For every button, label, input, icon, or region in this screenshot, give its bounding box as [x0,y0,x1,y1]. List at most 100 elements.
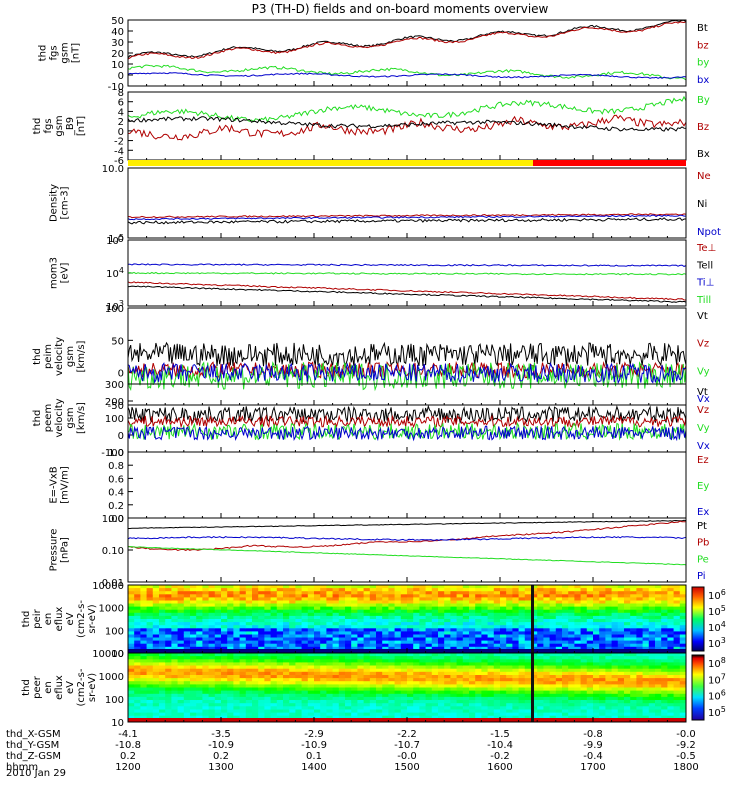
panel-8-cell [357,622,365,626]
panel-8-cell [338,628,346,632]
panel-9-cell [264,706,272,710]
panel-9-cell [196,681,203,685]
panel-9-cell [227,709,234,714]
panel-9-cell [190,675,197,679]
panel-9-cell [140,653,148,657]
panel-9-cell [679,662,687,666]
panel-8-cell [419,628,427,632]
panel-9-cell [630,662,637,666]
panel-9-cell [252,684,259,688]
panel-8-cell [518,591,526,595]
panel-8-cell [593,646,600,651]
panel-9-cell [661,656,668,660]
panel-8-cell [128,612,135,617]
panel-9-cell [568,715,575,720]
panel-9-cell [574,693,582,698]
panel-5-series-0 [127,404,687,425]
panel-8-cell [221,594,228,598]
panel-8-cell [642,631,650,635]
panel-8-cell [493,606,501,611]
panel-9-cell [419,709,427,714]
panel-9-cell [543,690,551,695]
panel-9-cell [518,662,526,666]
panel-8-cell [152,628,160,632]
panel-9-cell [376,662,383,666]
panel-8-cell [419,585,427,589]
panel-9-cell [555,709,563,714]
panel-8-cell [599,606,606,611]
panel-8-cell [456,597,464,601]
panel-8-cell [252,619,259,623]
panel-8-cell [382,622,389,626]
panel-9-cell [469,681,476,685]
panel-9-cell [264,700,272,704]
panel-9-cell [202,678,210,682]
panel-3-series-1 [127,285,687,303]
panel-9-cell [128,675,135,679]
panel-8-cell [617,619,625,623]
panel-8-cell [673,588,681,592]
panel-8-cell [537,628,544,632]
panel-9-cell [407,709,414,714]
panel-1-ytick-1: 6 [118,98,124,109]
panel-8-cell [562,634,569,639]
panel-8-cell [258,640,265,645]
panel-8-cell [239,646,247,651]
panel-8-cell [146,625,154,629]
panel-8-cell [512,615,520,620]
panel-9-cell [413,715,420,720]
panel-8-cell [425,591,433,595]
panel-8-cell [208,625,216,629]
panel-9-cell [543,715,551,720]
panel-9-cell [481,712,489,717]
panel-9-cell [214,709,222,714]
panel-9-cell [351,690,358,695]
panel-8-cell [128,646,135,651]
panel-8-cell [183,600,191,605]
panel-9-cell [388,653,396,657]
panel-9-cell [624,706,631,710]
panel-9-cell [183,693,191,698]
panel-2-series-2 [127,214,686,221]
panel-9-cell [462,675,470,679]
panel-8-cell [469,603,476,608]
panel-8-cell [369,597,377,601]
panel-8-cell [239,634,247,639]
panel-8-cell [642,622,650,626]
panel-9-cell [580,693,588,698]
panel-9-cell [648,706,656,710]
panel-9-cell [165,715,172,720]
panel-9-cell [518,684,526,688]
panel-9-cell [444,709,451,714]
panel-8-cell [580,646,588,651]
panel-8-cell [314,609,321,614]
panel-9-cell [555,703,563,707]
panel-8-cell [326,588,334,592]
panel-9-cell [475,678,482,682]
panel-8-cell [456,628,464,632]
panel-9-cell [630,706,637,710]
panel-8-cell [159,588,166,592]
panel-9-cell [338,675,346,679]
panel-6-ylabel-0: E=-VxB [49,466,60,503]
panel-9-cell [177,665,185,670]
panel-8-cell [413,612,420,617]
panel-8-cell [444,597,451,601]
panel-8-cell [425,643,433,648]
panel-8-cell [531,619,538,623]
panel-9-cell [301,678,309,682]
panel-8-cell [630,646,637,651]
panel-8-cell [326,646,334,651]
panel-4-ylabel-0: thd [32,348,43,365]
panel-9-cell [624,703,631,707]
panel-8-cell [159,619,166,623]
panel-8-cell [487,615,495,620]
panel-9-cell [338,709,346,714]
panel-9-cell [400,706,408,710]
panel-8-cell [487,640,495,645]
panel-9-cell [307,668,315,673]
panel-8-cell [214,637,222,642]
panel-8-cell [493,615,501,620]
panel-8-cell [611,612,619,617]
